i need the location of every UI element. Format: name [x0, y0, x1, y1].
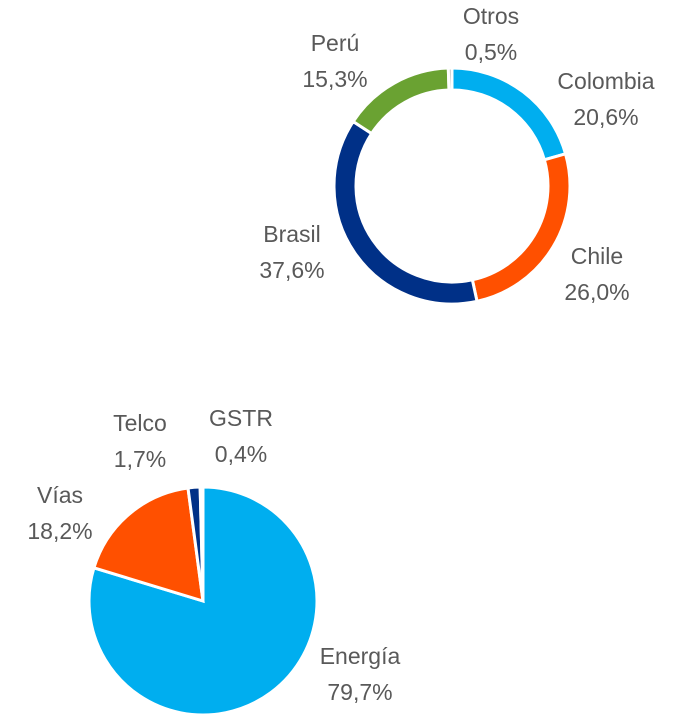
- value-label: 20,6%: [573, 104, 638, 130]
- slice-label: Telco: [113, 410, 167, 436]
- value-label: 0,5%: [465, 39, 517, 65]
- slice-label: GSTR: [209, 405, 273, 431]
- value-label: 0,4%: [215, 441, 267, 467]
- slice: [87, 485, 319, 716]
- value-label: 15,3%: [302, 66, 367, 92]
- slice-label: Perú: [311, 30, 360, 56]
- slice: [92, 486, 205, 604]
- slice: [332, 119, 479, 306]
- slice: [470, 151, 572, 304]
- slice-label: Energía: [320, 643, 401, 669]
- slice-label: Brasil: [263, 221, 321, 247]
- value-label: 37,6%: [259, 257, 324, 283]
- slice-label: Otros: [463, 3, 519, 29]
- value-label: 26,0%: [564, 279, 629, 305]
- slice-label: Chile: [571, 243, 623, 269]
- value-label: 79,7%: [327, 679, 392, 705]
- value-label: 18,2%: [27, 518, 92, 544]
- slice: [198, 485, 205, 602]
- slice: [446, 66, 454, 92]
- slice-label: Colombia: [557, 68, 654, 94]
- slice-label: Vías: [37, 482, 83, 508]
- slice: [450, 66, 568, 162]
- value-label: 1,7%: [114, 446, 166, 472]
